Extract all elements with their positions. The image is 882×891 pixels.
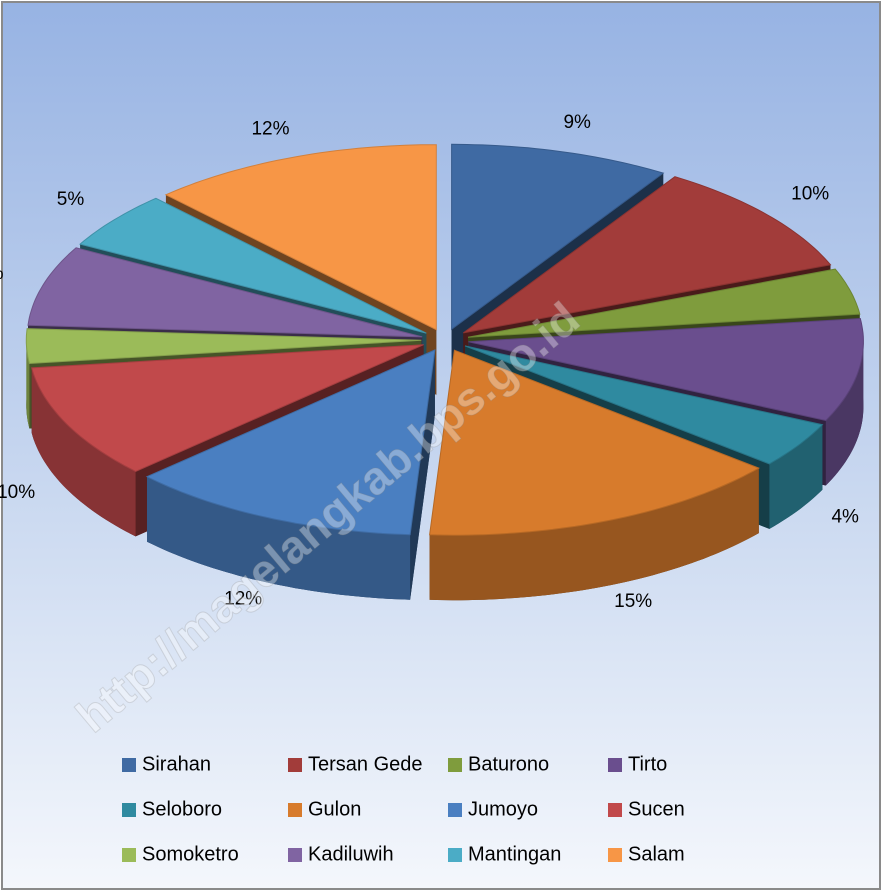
slice-outer-wall (429, 468, 759, 601)
legend-swatch (608, 758, 622, 772)
legend-label: Mantingan (468, 843, 561, 865)
legend-swatch (122, 803, 136, 817)
data-label: 7% (0, 263, 4, 284)
data-label: 12% (224, 588, 262, 609)
legend: Sirahan Tersan Gede Baturono Tirto Seloboro G… (122, 753, 685, 865)
slice (467, 268, 861, 338)
legend-swatch (288, 803, 302, 817)
legend-label: Salam (628, 843, 685, 865)
slice (164, 144, 437, 331)
slice (464, 345, 824, 465)
legend-swatch (288, 848, 302, 862)
data-label: 10% (0, 482, 35, 503)
legend-label: Jumoyo (468, 798, 538, 820)
slice (451, 143, 665, 331)
data-label: 4% (831, 507, 859, 528)
slice (25, 328, 422, 365)
slice-outer-wall (769, 424, 823, 529)
legend-label: Sirahan (142, 753, 211, 775)
legend-swatch (122, 848, 136, 862)
legend-label: Somoketro (142, 843, 239, 865)
legend-label: Tirto (628, 753, 667, 775)
legend-label: Kadiluwih (308, 843, 394, 865)
legend-label: Seloboro (142, 798, 222, 820)
slice-outer-wall (31, 367, 136, 537)
data-label: 15% (614, 591, 652, 612)
legend-label: Sucen (628, 798, 685, 820)
slice (31, 344, 424, 472)
data-label: 10% (791, 184, 829, 205)
slice (463, 176, 832, 334)
legend-swatch (448, 758, 462, 772)
slice (27, 247, 423, 338)
data-label: 12% (251, 119, 289, 140)
slice-outer-wall (825, 341, 864, 486)
slice (79, 197, 427, 334)
legend-swatch (448, 803, 462, 817)
legend-swatch (608, 848, 622, 862)
legend-swatch (288, 758, 302, 772)
slice (145, 349, 436, 536)
pie: 9%10%4%9%4%15%12%10%3%7%5%12% (0, 112, 864, 612)
slice (468, 317, 864, 422)
legend-label: Gulon (308, 798, 361, 820)
data-label: 9% (563, 112, 591, 133)
data-label: 5% (57, 189, 85, 210)
slice (429, 349, 760, 536)
legend-label: Tersan Gede (308, 753, 423, 775)
legend-swatch (448, 848, 462, 862)
slice-outer-wall (147, 476, 411, 600)
legend-swatch (608, 803, 622, 817)
legend-swatch (122, 758, 136, 772)
legend-label: Baturono (468, 753, 549, 775)
